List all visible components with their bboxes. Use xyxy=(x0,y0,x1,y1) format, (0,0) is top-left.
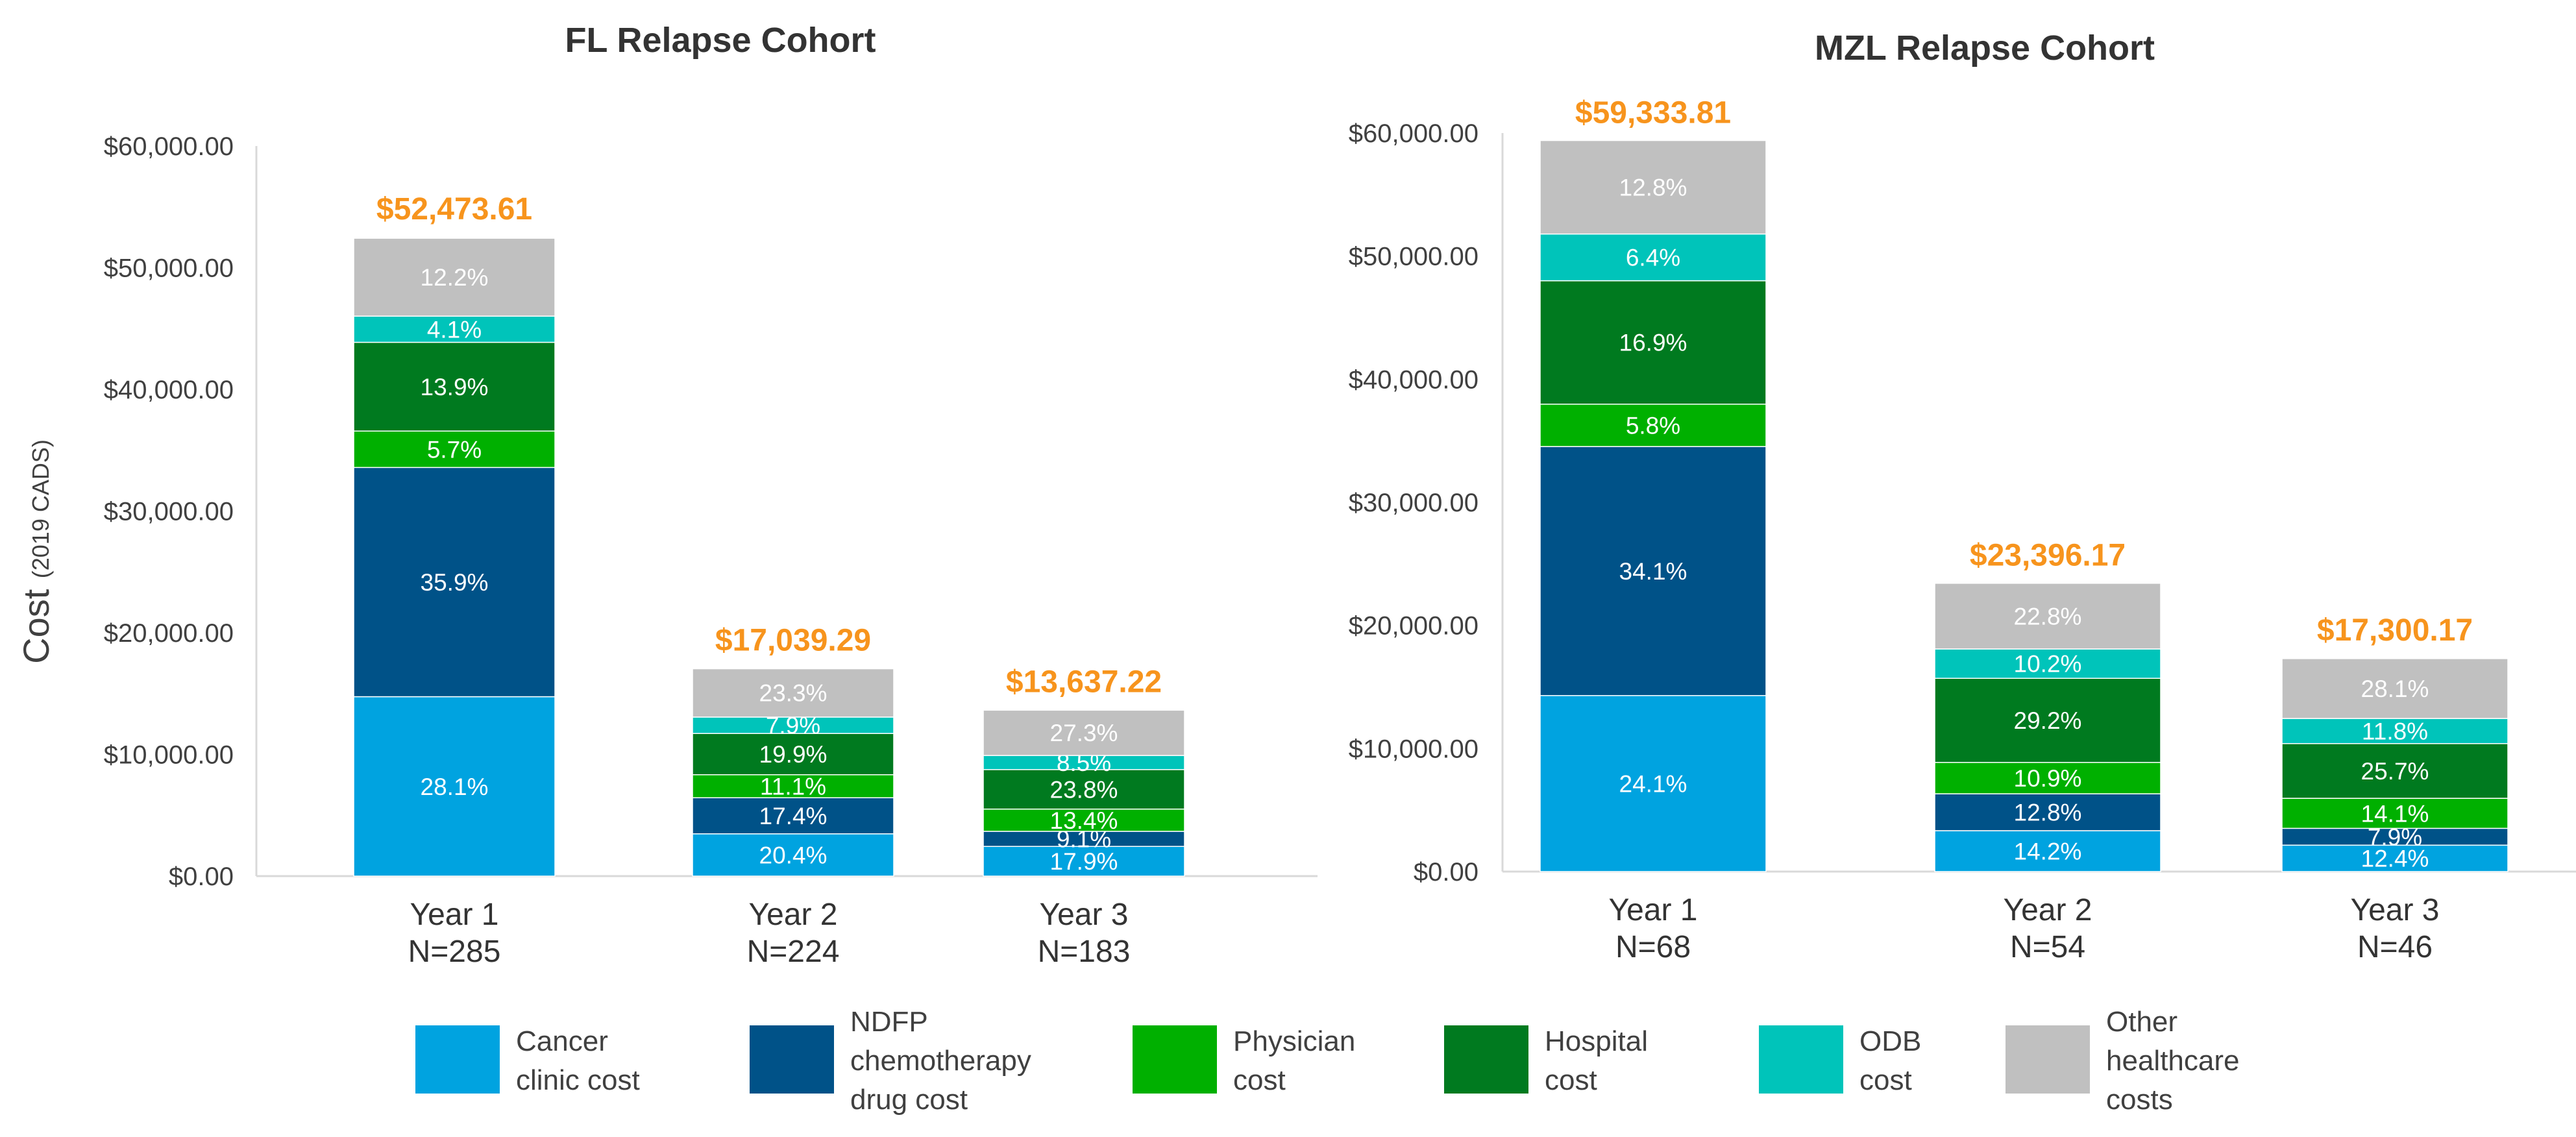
segment-percent-label: 4.1% xyxy=(427,316,482,343)
y-tick-label: $0.00 xyxy=(169,862,234,891)
segment-percent-label: 14.2% xyxy=(2014,838,2082,864)
legend-swatch xyxy=(1133,1025,1217,1094)
y-tick-label: $40,000.00 xyxy=(104,376,234,404)
y-tick-label: $60,000.00 xyxy=(104,132,234,161)
y-axis-title: Cost (2019 CADS) xyxy=(16,439,56,664)
x-category-n-label: N=46 xyxy=(2357,930,2433,964)
segment-percent-label: 13.4% xyxy=(1050,807,1118,834)
y-tick-label: $60,000.00 xyxy=(1349,119,1478,148)
y-axis-title-main: Cost xyxy=(16,589,56,664)
y-tick-label: $50,000.00 xyxy=(1349,243,1478,271)
bar-total-label: $13,637.22 xyxy=(1006,665,1162,699)
x-category-label: Year 1 xyxy=(410,898,498,932)
chart-panel-2: MZL Relapse Cohort $0.00 $10,000.00 $20,000… xyxy=(1349,29,2576,964)
segment-percent-label: 14.1% xyxy=(2361,800,2429,827)
bar-total-label: $23,396.17 xyxy=(1970,538,2126,572)
segment-percent-label: 28.1% xyxy=(2361,676,2429,702)
segment-percent-label: 5.8% xyxy=(1626,412,1680,439)
x-category-n-label: N=224 xyxy=(747,935,840,969)
y-axis-title-unit: (2019 CADS) xyxy=(27,439,54,578)
segment-percent-label: 12.2% xyxy=(421,264,489,291)
segment-percent-label: 23.8% xyxy=(1050,776,1118,803)
chart-panel-1: FL Relapse Cohort $0.00 $10,000.00 $20,000.… xyxy=(104,21,1318,969)
segment-percent-label: 34.1% xyxy=(1619,558,1687,585)
bar-total-label: $17,300.17 xyxy=(2317,613,2473,648)
bar-total-label: $59,333.81 xyxy=(1575,96,1731,130)
segment-percent-label: 11.8% xyxy=(2362,718,2428,744)
x-category-n-label: N=183 xyxy=(1038,935,1131,969)
x-category-label: Year 3 xyxy=(2350,893,2439,927)
legend-swatch xyxy=(1759,1025,1843,1094)
segment-percent-label: 11.1% xyxy=(760,774,826,800)
segment-percent-label: 23.3% xyxy=(759,680,828,707)
segment-percent-label: 10.9% xyxy=(2014,765,2082,792)
segment-percent-label: 10.2% xyxy=(2014,651,2082,678)
legend-label: Hospital cost xyxy=(1545,1022,1778,1100)
stacked-bar-charts: Cost (2019 CADS) FL Relapse Cohort $0.00 $… xyxy=(0,0,2576,1137)
legend-label: Cancer clinic cost xyxy=(516,1022,750,1100)
y-tick-label: $0.00 xyxy=(1414,858,1478,886)
x-category-label: Year 2 xyxy=(748,898,837,932)
segment-percent-label: 35.9% xyxy=(421,569,489,596)
segment-percent-label: 17.4% xyxy=(759,803,828,829)
y-tick-label: $20,000.00 xyxy=(1349,612,1478,641)
legend-swatch xyxy=(2006,1025,2090,1094)
y-tick-label: $30,000.00 xyxy=(1349,489,1478,517)
legend-label: NDFP chemotherapy drug cost xyxy=(850,1003,1084,1119)
legend-swatch xyxy=(1444,1025,1528,1094)
chart-title: MZL Relapse Cohort xyxy=(1815,29,2155,67)
legend-swatch xyxy=(415,1025,500,1094)
y-tick-label: $10,000.00 xyxy=(104,741,234,770)
y-tick-label: $10,000.00 xyxy=(1349,735,1478,763)
x-category-label: Year 2 xyxy=(2003,893,2092,927)
segment-percent-label: 27.3% xyxy=(1050,720,1118,746)
legend-label: Physician cost xyxy=(1233,1022,1467,1100)
y-tick-label: $30,000.00 xyxy=(104,498,234,526)
chart-title: FL Relapse Cohort xyxy=(565,21,876,60)
legend-label: Other healthcare costs xyxy=(2106,1003,2340,1119)
segment-percent-label: 25.7% xyxy=(2361,758,2429,785)
y-tick-label: $40,000.00 xyxy=(1349,365,1478,394)
segment-percent-label: 6.4% xyxy=(1626,245,1680,271)
x-category-label: Year 1 xyxy=(1608,893,1697,927)
segment-percent-label: 13.9% xyxy=(421,374,489,400)
x-category-n-label: N=54 xyxy=(2010,930,2085,964)
segment-percent-label: 22.8% xyxy=(2014,603,2082,630)
segment-percent-label: 12.8% xyxy=(2014,800,2082,826)
legend: Cancer clinic cost NDFP chemotherapy drug… xyxy=(415,1003,2492,1126)
segment-percent-label: 28.1% xyxy=(421,774,489,800)
x-category-n-label: N=68 xyxy=(1615,930,1691,964)
bar-total-label: $17,039.29 xyxy=(715,624,871,658)
segment-percent-label: 24.1% xyxy=(1619,770,1687,797)
segment-percent-label: 16.9% xyxy=(1619,330,1687,356)
segment-percent-label: 29.2% xyxy=(2014,707,2082,734)
legend-swatch xyxy=(750,1025,834,1094)
segment-percent-label: 5.7% xyxy=(427,436,482,463)
segment-percent-label: 19.9% xyxy=(759,741,828,768)
y-tick-label: $20,000.00 xyxy=(104,619,234,648)
x-category-label: Year 3 xyxy=(1039,898,1128,932)
y-tick-label: $50,000.00 xyxy=(104,254,234,283)
x-category-n-label: N=285 xyxy=(408,935,501,969)
bar-total-label: $52,473.61 xyxy=(376,192,532,226)
segment-percent-label: 20.4% xyxy=(759,842,828,868)
segment-percent-label: 12.8% xyxy=(1619,175,1687,201)
